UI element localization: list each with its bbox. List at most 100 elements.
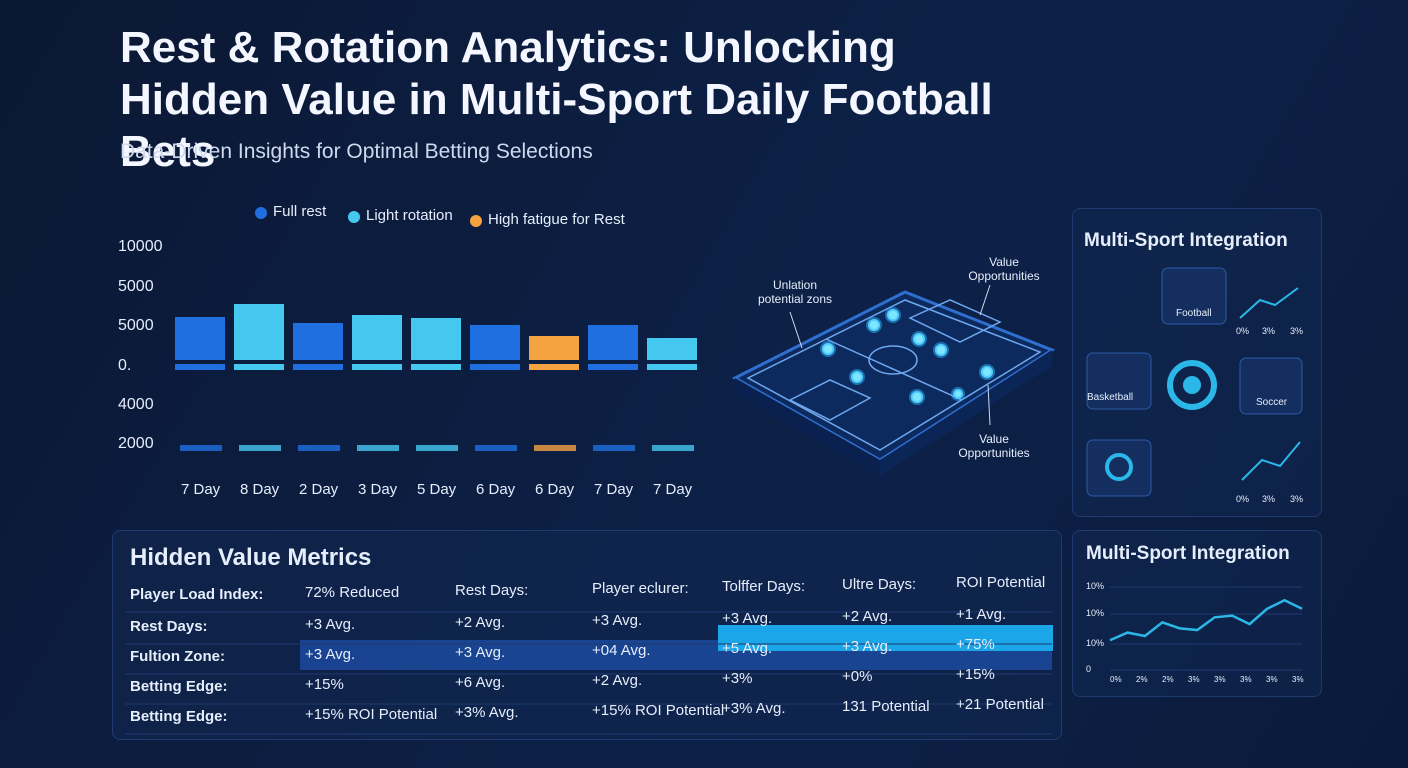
x-label: 3% (1266, 675, 1278, 684)
y-label: 0 (1086, 664, 1092, 674)
y-label: 10% (1086, 581, 1105, 591)
cell-highlight (718, 625, 1053, 651)
bench (357, 445, 399, 451)
bench (180, 445, 222, 451)
cell: +21 Potential (956, 696, 1044, 713)
axis-label: 0% (1236, 494, 1250, 504)
y-label: 10% (1086, 638, 1105, 648)
legend-swatch (348, 211, 360, 223)
cell: ROI Potential (956, 574, 1046, 591)
pitch-label: Value Opportunities (958, 432, 1030, 460)
integration-title: Multi-Sport Integration (1084, 230, 1288, 251)
cell: +3 Avg. (305, 616, 356, 633)
x-label: 3% (1292, 675, 1304, 684)
integration-icons (1086, 267, 1303, 497)
bar (647, 338, 697, 360)
bar-strip (470, 364, 520, 370)
axis-label: 3% (1262, 326, 1276, 336)
bar-strip (293, 364, 343, 370)
cell: +15% (956, 666, 995, 683)
x-label: 3% (1188, 675, 1200, 684)
y-label: 5000 (118, 278, 154, 295)
x-label: 8 Day (240, 481, 280, 498)
cell: +15% (305, 676, 344, 693)
x-label: 6 Day (476, 481, 516, 498)
cell: +6 Avg. (455, 674, 506, 691)
bar-strip (647, 364, 697, 370)
title: Rest & Rotation Analytics: Unlocking Hid… (120, 23, 993, 176)
sport-label: Football (1176, 308, 1212, 319)
cell: Tolffer Days: (722, 578, 806, 595)
y-label: 2000 (118, 435, 154, 452)
axis-label: 3% (1290, 494, 1304, 504)
cell: +15% ROI Potential (305, 706, 438, 723)
legend-label: Full rest (273, 203, 327, 220)
bar (588, 325, 638, 360)
pitch (731, 284, 1056, 476)
cell: +04 Avg. (592, 642, 651, 659)
bench (475, 445, 517, 451)
cell: +1 Avg. (956, 606, 1007, 623)
subtitle: Data-Driven Insights for Optimal Betting… (120, 140, 593, 163)
cell: +3 Avg. (722, 610, 773, 627)
row-label: Rest Days: (130, 618, 208, 635)
x-label: 2% (1136, 675, 1148, 684)
cell: +3 Avg. (842, 638, 893, 655)
cell: +3% Avg. (455, 704, 519, 721)
cell: +75% (956, 636, 995, 653)
cell: +15% ROI Potential (592, 702, 725, 719)
y-label: 4000 (118, 396, 154, 413)
cell: 131 Potential (842, 698, 930, 715)
bar (293, 323, 343, 360)
bar-strip (529, 364, 579, 370)
axis-label: 3% (1262, 494, 1276, 504)
bar (529, 336, 579, 360)
axis-label: 3% (1290, 326, 1304, 336)
x-label: 6 Day (535, 481, 575, 498)
metrics-title: Hidden Value Metrics (130, 544, 372, 571)
row-label: Player Load Index: (130, 586, 264, 603)
x-label: 2% (1162, 675, 1174, 684)
sport-label: Basketball (1087, 392, 1134, 403)
x-label: 2 Day (299, 481, 339, 498)
trend-line (1109, 598, 1303, 642)
trend-title: Multi-Sport Integration (1086, 543, 1290, 564)
cell: +3 Avg. (305, 646, 356, 663)
bench (239, 445, 281, 451)
legend-label: High fatigue for Rest (488, 211, 625, 228)
cell: +3 Avg. (455, 644, 506, 661)
bar (234, 304, 284, 360)
x-label: 0% (1110, 675, 1122, 684)
cell: +2 Avg. (455, 614, 506, 631)
bench (593, 445, 635, 451)
bar (470, 325, 520, 360)
bar (411, 318, 461, 360)
x-label: 7 Day (181, 481, 221, 498)
cell: Rest Days: (455, 582, 529, 599)
x-label: 7 Day (653, 481, 693, 498)
cell: +3% (722, 670, 753, 687)
y-label: 0. (118, 357, 132, 374)
cell: Ultre Days: (842, 576, 917, 593)
bar-strip (352, 364, 402, 370)
bar (352, 315, 402, 360)
bar-strip (411, 364, 461, 370)
x-label: 3% (1214, 675, 1226, 684)
row-label: Betting Edge: (130, 678, 228, 695)
legend-swatch (470, 215, 482, 227)
bench (298, 445, 340, 451)
legend-swatch (255, 207, 267, 219)
cell: +2 Avg. (842, 608, 893, 625)
bench (416, 445, 458, 451)
pitch-label: Value Opportunities (968, 255, 1040, 283)
x-label: 7 Day (594, 481, 634, 498)
x-label: 5 Day (417, 481, 457, 498)
cell: +5 Avg. (722, 640, 773, 657)
x-label: 3 Day (358, 481, 398, 498)
bar-strip (175, 364, 225, 370)
bar (175, 317, 225, 360)
cell: Player eclurer: (592, 580, 689, 597)
